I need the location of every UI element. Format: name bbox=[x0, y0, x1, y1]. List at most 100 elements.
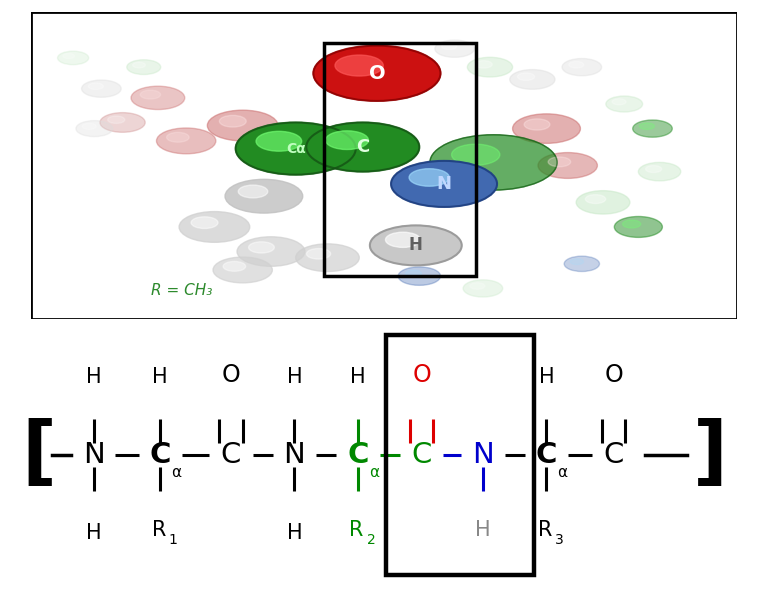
Text: R: R bbox=[349, 520, 364, 540]
Circle shape bbox=[58, 51, 88, 64]
Circle shape bbox=[133, 62, 145, 68]
Circle shape bbox=[249, 242, 274, 253]
Circle shape bbox=[100, 113, 145, 132]
Circle shape bbox=[510, 70, 555, 89]
Circle shape bbox=[512, 114, 581, 144]
Circle shape bbox=[167, 132, 189, 142]
Circle shape bbox=[646, 165, 662, 173]
Circle shape bbox=[306, 122, 419, 171]
Circle shape bbox=[585, 194, 606, 203]
Circle shape bbox=[141, 90, 161, 99]
Circle shape bbox=[614, 216, 662, 238]
Circle shape bbox=[191, 217, 218, 229]
Text: C: C bbox=[604, 441, 624, 469]
Circle shape bbox=[406, 270, 422, 277]
Text: C: C bbox=[150, 441, 171, 469]
Circle shape bbox=[435, 40, 475, 57]
Text: H: H bbox=[475, 520, 491, 540]
Circle shape bbox=[225, 179, 303, 213]
Circle shape bbox=[236, 122, 356, 175]
Text: α: α bbox=[558, 466, 568, 480]
Text: H: H bbox=[538, 368, 554, 388]
Text: 3: 3 bbox=[555, 533, 564, 547]
Circle shape bbox=[207, 110, 278, 141]
Circle shape bbox=[386, 232, 420, 248]
Text: 2: 2 bbox=[366, 533, 376, 547]
Circle shape bbox=[88, 83, 104, 89]
Text: C: C bbox=[347, 441, 369, 469]
Circle shape bbox=[256, 131, 302, 151]
Text: Cα: Cα bbox=[286, 142, 306, 155]
Circle shape bbox=[638, 163, 680, 181]
Text: H: H bbox=[152, 368, 168, 388]
Text: N: N bbox=[472, 441, 494, 469]
Circle shape bbox=[633, 120, 672, 137]
Bar bbox=[324, 43, 476, 276]
Circle shape bbox=[398, 267, 441, 285]
Circle shape bbox=[81, 80, 121, 98]
Text: O: O bbox=[412, 363, 431, 388]
Circle shape bbox=[524, 119, 550, 130]
Text: N: N bbox=[436, 175, 452, 193]
Circle shape bbox=[296, 244, 359, 271]
Circle shape bbox=[223, 261, 246, 271]
Text: [: [ bbox=[22, 418, 56, 492]
Circle shape bbox=[470, 282, 485, 289]
Text: α: α bbox=[171, 466, 181, 480]
Text: R: R bbox=[538, 520, 552, 540]
Circle shape bbox=[306, 249, 331, 259]
Circle shape bbox=[326, 131, 369, 150]
Circle shape bbox=[562, 59, 601, 76]
Circle shape bbox=[213, 257, 273, 283]
Text: H: H bbox=[286, 368, 303, 388]
Circle shape bbox=[313, 46, 441, 101]
Circle shape bbox=[237, 237, 305, 267]
Text: O: O bbox=[604, 363, 623, 388]
Circle shape bbox=[452, 144, 500, 165]
Circle shape bbox=[63, 53, 74, 59]
Text: H: H bbox=[286, 522, 303, 543]
Circle shape bbox=[430, 135, 557, 190]
Circle shape bbox=[518, 73, 535, 80]
Text: R: R bbox=[151, 520, 166, 540]
Text: H: H bbox=[86, 368, 101, 388]
Circle shape bbox=[179, 212, 250, 242]
Text: H: H bbox=[86, 522, 101, 543]
Circle shape bbox=[576, 191, 630, 214]
Circle shape bbox=[442, 43, 457, 50]
Circle shape bbox=[238, 185, 268, 198]
Circle shape bbox=[538, 152, 598, 178]
Circle shape bbox=[612, 99, 626, 105]
Circle shape bbox=[76, 121, 113, 137]
Circle shape bbox=[370, 225, 462, 265]
Bar bbox=[386, 336, 535, 574]
Circle shape bbox=[131, 86, 185, 109]
Text: ]: ] bbox=[693, 418, 728, 492]
Text: R = CH₃: R = CH₃ bbox=[151, 282, 212, 298]
Circle shape bbox=[570, 259, 584, 265]
Circle shape bbox=[640, 123, 654, 129]
Circle shape bbox=[564, 256, 600, 271]
Circle shape bbox=[157, 128, 216, 154]
Text: O: O bbox=[222, 363, 240, 388]
Circle shape bbox=[463, 280, 503, 297]
Circle shape bbox=[108, 116, 125, 124]
Circle shape bbox=[475, 61, 492, 68]
Text: C: C bbox=[356, 138, 369, 156]
Text: C: C bbox=[220, 441, 241, 469]
Text: C: C bbox=[536, 441, 557, 469]
Text: 1: 1 bbox=[169, 533, 177, 547]
Circle shape bbox=[623, 220, 641, 228]
Circle shape bbox=[127, 60, 161, 74]
Text: H: H bbox=[350, 368, 366, 388]
Text: α: α bbox=[369, 466, 379, 480]
Circle shape bbox=[409, 168, 449, 186]
Text: C: C bbox=[412, 441, 432, 469]
Circle shape bbox=[82, 124, 96, 129]
Text: H: H bbox=[409, 236, 422, 254]
Circle shape bbox=[548, 157, 571, 167]
Text: N: N bbox=[283, 441, 306, 469]
Circle shape bbox=[335, 55, 383, 76]
Circle shape bbox=[468, 57, 512, 77]
Circle shape bbox=[606, 96, 643, 112]
